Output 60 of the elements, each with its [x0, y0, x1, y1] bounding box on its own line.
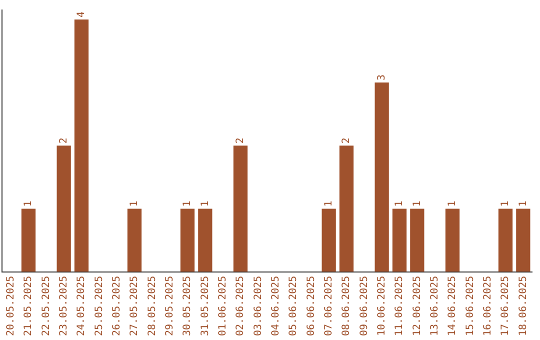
x-tick-label: 14.06.2025: [447, 276, 458, 336]
x-tick-label: 22.05.2025: [40, 276, 52, 336]
bar: [392, 208, 407, 272]
data-label: 1: [412, 200, 423, 207]
bar: [127, 208, 142, 272]
x-tick-label: 28.05.2025: [146, 276, 158, 336]
data-label: 1: [323, 200, 334, 207]
x-tick-label: 12.06.2025: [412, 276, 423, 336]
x-tick-label: 30.05.2025: [182, 276, 194, 336]
x-tick-label: 24.05.2025: [76, 276, 88, 336]
x-tick-label: 23.05.2025: [58, 276, 70, 336]
x-tick-label: 03.06.2025: [252, 276, 264, 336]
data-label: 2: [235, 138, 246, 144]
x-tick-label: 25.05.2025: [94, 276, 105, 336]
x-tick-label: 31.05.2025: [200, 276, 211, 336]
bar: [233, 146, 248, 272]
x-tick-label: 10.06.2025: [376, 276, 388, 336]
data-label: 3: [376, 74, 388, 81]
data-label: 1: [129, 200, 140, 207]
x-tick-label: 06.06.2025: [306, 276, 317, 336]
x-tick-label: 09.06.2025: [358, 276, 370, 336]
x-tick-label: 20.05.2025: [5, 276, 16, 336]
x-tick-label: 26.05.2025: [111, 276, 122, 336]
bar: [339, 146, 354, 272]
bar: [410, 208, 424, 272]
x-tick-label: 17.06.2025: [500, 276, 512, 336]
bar: [374, 82, 389, 272]
data-label: 1: [200, 200, 211, 207]
data-label: 1: [447, 200, 458, 207]
x-tick-label: 27.05.2025: [129, 276, 140, 336]
x-tick-label: 11.06.2025: [394, 276, 406, 336]
data-label: 4: [76, 11, 88, 18]
bar: [198, 208, 212, 272]
x-tick-label: 05.06.2025: [288, 276, 300, 336]
x-tick-label: 07.06.2025: [323, 276, 334, 336]
bar: [322, 208, 336, 272]
bar: [498, 208, 513, 272]
data-label: 1: [500, 200, 512, 207]
data-label: 2: [341, 138, 352, 144]
x-tick-label: 02.06.2025: [235, 276, 246, 336]
x-tick-label: 01.06.2025: [217, 276, 228, 336]
data-label: 1: [518, 200, 529, 207]
bar: [74, 19, 89, 272]
x-tick-label: 18.06.2025: [518, 276, 529, 336]
data-label: 1: [23, 200, 34, 207]
x-tick-label: 29.05.2025: [164, 276, 176, 336]
bar: [516, 208, 530, 272]
x-tick-label: 21.05.2025: [23, 276, 34, 336]
data-label: 1: [182, 200, 194, 207]
data-label: 2: [58, 138, 70, 144]
x-tick-label: 16.06.2025: [482, 276, 494, 336]
bar: [56, 146, 71, 272]
bar: [445, 208, 460, 272]
x-tick-label: 13.06.2025: [429, 276, 440, 336]
x-tick-label: 04.06.2025: [270, 276, 282, 336]
x-tick-label: 08.06.2025: [341, 276, 352, 336]
data-label: 1: [394, 200, 406, 207]
x-tick-label: 15.06.2025: [464, 276, 476, 336]
bar: [21, 208, 36, 272]
bar: [180, 208, 195, 272]
